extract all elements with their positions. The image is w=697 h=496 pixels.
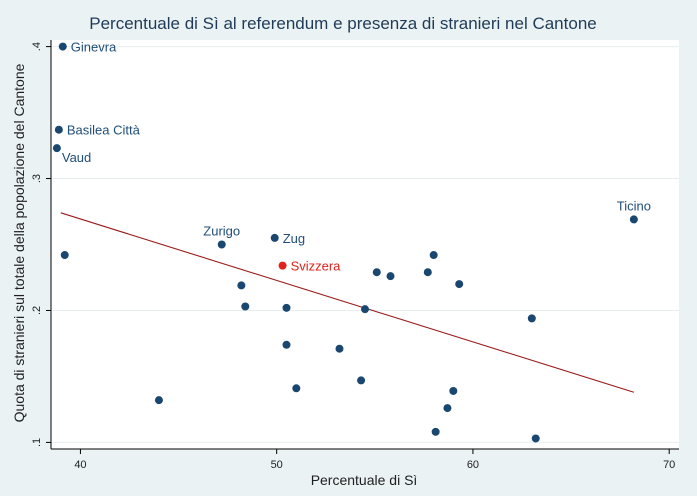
data-point-highlight xyxy=(278,261,287,270)
data-point xyxy=(443,404,452,413)
data-point xyxy=(154,396,163,405)
data-point xyxy=(282,303,291,312)
data-point xyxy=(357,376,366,385)
fit-line xyxy=(60,212,635,393)
data-point xyxy=(52,144,61,153)
axes: .1 .2 .3 .4 40 50 60 70 xyxy=(31,40,679,471)
point-label: Basilea Città xyxy=(67,123,141,138)
point-labels: Ginevra Basilea Città Vaud Ticino Zurigo Zug S… xyxy=(62,40,651,274)
point-label: Zug xyxy=(283,231,305,246)
x-axis-title: Percentuale di Sì xyxy=(311,472,418,488)
point-label: Vaud xyxy=(62,150,91,165)
data-point xyxy=(531,434,540,443)
data-points xyxy=(52,42,638,443)
x-tick-label: 40 xyxy=(74,459,86,471)
point-label: Ticino xyxy=(617,198,651,213)
point-label: Ginevra xyxy=(71,40,117,55)
x-tick-label: 60 xyxy=(467,459,479,471)
y-tick-label: .4 xyxy=(31,42,43,51)
data-point xyxy=(449,386,458,395)
plot-area xyxy=(51,40,679,449)
data-point xyxy=(629,215,638,224)
data-point xyxy=(455,280,464,289)
data-point xyxy=(429,251,438,260)
x-tick-label: 50 xyxy=(271,459,283,471)
fit-line-group xyxy=(60,212,635,393)
x-tick-label: 70 xyxy=(663,459,675,471)
data-point xyxy=(54,125,63,134)
data-point xyxy=(282,340,291,349)
data-point xyxy=(431,427,440,436)
data-point xyxy=(241,302,250,311)
data-point xyxy=(237,281,246,290)
data-point xyxy=(527,314,536,323)
chart-title: Percentuale di Sì al referendum e presen… xyxy=(89,14,596,33)
data-point xyxy=(361,305,369,314)
data-point xyxy=(270,233,279,242)
data-point xyxy=(423,268,432,277)
point-label: Svizzera xyxy=(291,259,342,274)
data-point xyxy=(335,344,344,353)
point-label: Zurigo xyxy=(203,224,240,239)
data-point xyxy=(58,42,67,51)
data-point xyxy=(60,251,69,260)
y-tick-label: .3 xyxy=(31,174,43,183)
data-point xyxy=(217,240,226,249)
data-point xyxy=(386,272,395,281)
y-tick-label: .1 xyxy=(31,438,43,447)
gridlines xyxy=(51,46,679,443)
y-axis-title: Quota di stranieri sul totale della popo… xyxy=(11,63,27,422)
data-point xyxy=(292,384,301,393)
y-tick-label: .2 xyxy=(31,306,43,315)
data-point xyxy=(372,268,381,277)
